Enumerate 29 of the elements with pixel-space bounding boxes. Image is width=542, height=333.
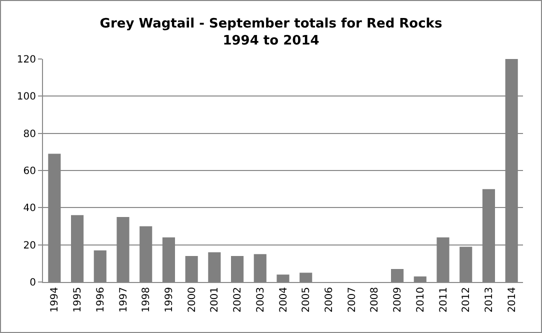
x-tick-label: 2002	[232, 287, 244, 312]
x-tick-label: 2006	[324, 287, 335, 312]
x-tick-label: 2001	[210, 287, 221, 312]
x-tick-label: 2004	[278, 287, 290, 312]
y-tick-label: 20	[23, 240, 36, 252]
y-tick-label: 40	[23, 203, 36, 214]
x-tick-label: 2012	[461, 287, 472, 312]
x-tick-label: 2011	[438, 287, 450, 312]
y-tick-label: 80	[23, 128, 36, 140]
x-tick-label: 2003	[255, 287, 266, 312]
x-tick-label: 2008	[370, 287, 381, 312]
y-tick-label: 60	[23, 166, 36, 177]
x-tick-label: 1999	[164, 287, 175, 312]
x-tick-label: 2007	[346, 287, 358, 312]
x-tick-label: 1996	[95, 287, 106, 312]
y-tick-label: 100	[16, 92, 36, 103]
x-tick-label: 2000	[186, 287, 198, 312]
x-tick-label: 2009	[392, 287, 404, 312]
x-tick-label: 1998	[141, 287, 152, 312]
x-tick-label: 2013	[484, 287, 495, 312]
x-tick-label: 2010	[415, 287, 426, 312]
x-tick-label: 2014	[506, 287, 518, 312]
chart-title: Grey Wagtail - September totals for Red Rocks 1994 to 2014	[100, 16, 442, 48]
x-tick-label: 1995	[72, 287, 84, 312]
x-tick-label: 1994	[50, 287, 61, 312]
x-tick-label: 1997	[118, 287, 130, 312]
y-tick-label: 0	[30, 278, 36, 288]
y-tick-label: 120	[16, 54, 36, 66]
x-tick-label: 2005	[301, 287, 312, 312]
